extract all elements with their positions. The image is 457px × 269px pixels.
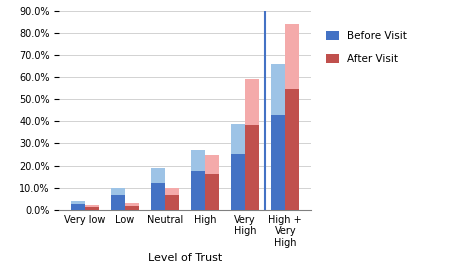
Legend: Before Visit, After Visit: Before Visit, After Visit [321,26,412,69]
Bar [165,196,179,210]
Bar [151,168,165,182]
X-axis label: Level of Trust: Level of Trust [148,253,222,263]
Bar [191,171,205,210]
Bar [271,64,285,115]
Bar [205,154,219,174]
Bar [111,188,125,196]
Bar [125,206,139,210]
Bar [271,115,285,210]
Bar [245,79,259,125]
Bar [285,89,299,210]
Bar [85,206,99,207]
Bar [191,150,205,171]
Bar [245,125,259,210]
Bar [165,188,179,196]
Bar [231,123,245,154]
Bar [111,196,125,210]
Bar [205,174,219,210]
Bar [71,204,85,210]
Bar [151,182,165,210]
Bar [231,154,245,210]
Bar [85,207,99,210]
Bar [125,203,139,206]
Bar [71,201,85,204]
Bar [285,24,299,89]
